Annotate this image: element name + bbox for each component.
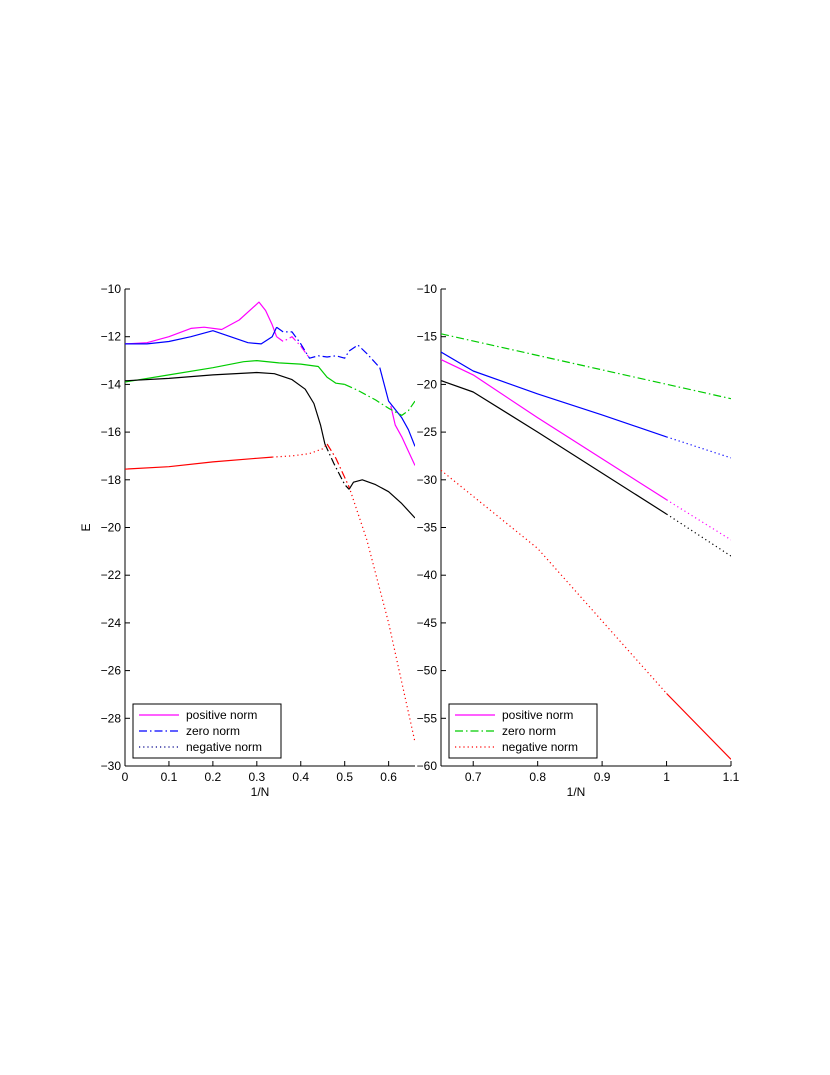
chart-1-legend-label: negative norm <box>186 740 262 754</box>
chart-1-series-line <box>379 367 415 447</box>
chart-2-y-tick-label: −20 <box>417 377 438 391</box>
chart-1-series-line <box>390 405 415 466</box>
chart-1-series-line <box>276 326 381 369</box>
chart-1-x-tick-label: 0 <box>122 770 129 784</box>
chart-1-x-tick-label: 0.2 <box>205 770 222 784</box>
chart-1-y-tick-label: −22 <box>101 568 122 582</box>
chart-1-y-tick-label: −18 <box>101 473 122 487</box>
chart-2-legend-label: zero norm <box>502 724 556 738</box>
chart-2-legend-label: negative norm <box>502 740 578 754</box>
chart-2-series-line <box>441 351 667 438</box>
chart-2-series-line <box>666 693 731 760</box>
chart-1-series-line <box>326 443 350 488</box>
chart-1-series-line <box>125 360 345 385</box>
chart-2-y-tick-label: −15 <box>417 330 438 344</box>
chart-2-y-tick-label: −50 <box>417 664 438 678</box>
chart-1-x-tick-label: 0.6 <box>380 770 397 784</box>
chart-1-series-line <box>348 479 415 519</box>
chart-1-series-line <box>276 336 310 359</box>
chart-2: 0.7 0.8 0.9 1 1.1 −60 −55 −50 −45 −40 −35 −30 −25 −20… <box>417 282 740 799</box>
chart-2-x-tick-label: 0.9 <box>594 770 611 784</box>
chart-2-x-tick-label: 0.8 <box>529 770 546 784</box>
chart-1-series-line <box>125 371 326 445</box>
chart-2-series-line <box>666 499 731 541</box>
chart-2-legend-label: positive norm <box>502 708 573 722</box>
chart-1-y-tick-label: −14 <box>101 377 122 391</box>
chart-1-y-tick-label: −16 <box>101 425 122 439</box>
chart-2-series-line <box>441 333 731 400</box>
chart-1: 0 0.1 0.2 0.3 0.4 0.5 0.6 −30 −28 −26 −24 −22 −20 −18… <box>79 282 415 799</box>
chart-1-series-line <box>344 383 415 416</box>
chart-1-series-line <box>272 443 328 458</box>
chart-2-y-tick-label: −40 <box>417 568 438 582</box>
chart-1-series-line <box>125 456 273 470</box>
chart-1-y-tick-label: −26 <box>101 664 122 678</box>
chart-2-legend: positive norm zero norm negative norm <box>448 703 598 759</box>
chart-2-y-tick-label: −10 <box>417 282 438 296</box>
chart-2-series-line <box>666 436 731 459</box>
chart-1-y-tick-label: −10 <box>101 282 122 296</box>
chart-2-y-tick-label: −35 <box>417 521 438 535</box>
chart-2-y-tick-label: −55 <box>417 711 438 725</box>
chart-1-legend-label: positive norm <box>186 708 257 722</box>
chart-1-x-tick-label: 0.3 <box>248 770 265 784</box>
chart-1-y-axis-label: E <box>79 523 93 531</box>
chart-2-series-line <box>441 380 667 515</box>
chart-2-x-tick-label: 1 <box>663 770 670 784</box>
chart-1-x-tick-label: 0.5 <box>336 770 353 784</box>
chart-1-legend-label: zero norm <box>186 724 240 738</box>
chart-2-x-tick-label: 1.1 <box>723 770 740 784</box>
chart-2-y-tick-label: −60 <box>417 759 438 773</box>
chart-1-y-tick-label: −20 <box>101 521 122 535</box>
chart-2-y-tick-label: −25 <box>417 425 438 439</box>
chart-1-series-line <box>348 486 415 743</box>
chart-2-series-line <box>666 513 731 557</box>
chart-2-series-line <box>441 359 667 501</box>
chart-1-y-tick-label: −28 <box>101 711 122 725</box>
chart-1-series-line <box>125 326 278 345</box>
chart-2-y-tick-label: −45 <box>417 616 438 630</box>
chart-2-y-tick-label: −30 <box>417 473 438 487</box>
chart-1-series-line <box>324 443 350 490</box>
chart-1-y-tick-label: −24 <box>101 616 122 630</box>
chart-2-series-line <box>441 469 668 694</box>
chart-1-legend: positive norm zero norm negative norm <box>132 703 282 759</box>
chart-1-x-axis-label: 1/N <box>251 785 270 799</box>
chart-1-x-tick-label: 0.1 <box>161 770 178 784</box>
chart-2-x-tick-label: 0.7 <box>465 770 482 784</box>
chart-2-x-axis-label: 1/N <box>567 785 586 799</box>
chart-1-series-line <box>125 301 278 345</box>
chart-1-y-tick-label: −12 <box>101 330 122 344</box>
chart-1-x-tick-label: 0.4 <box>292 770 309 784</box>
chart-1-y-tick-label: −30 <box>101 759 122 773</box>
